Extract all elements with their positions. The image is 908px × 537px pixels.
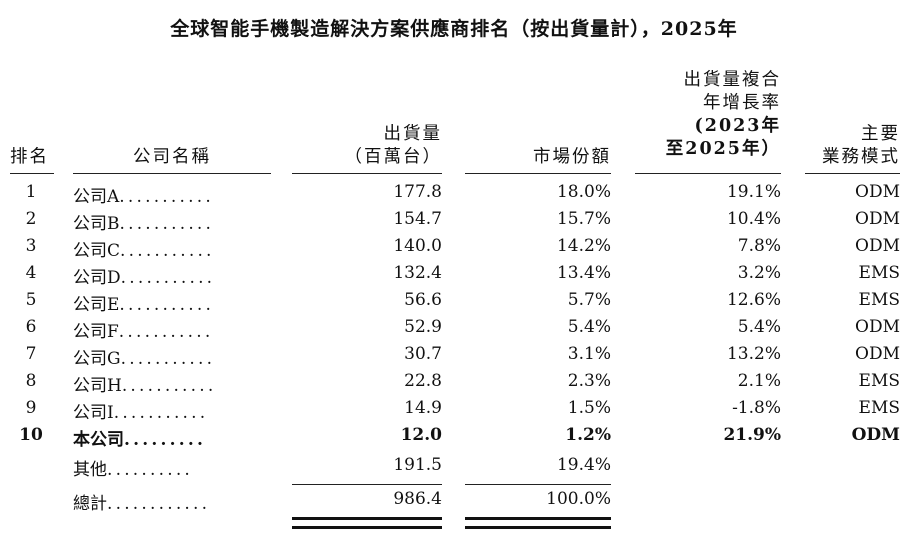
- rank-cell: 9: [25, 398, 37, 418]
- table-row-our-company: 10 本公司......... 12.0 1.2% 21.9% ODM: [0, 423, 908, 450]
- shipments-cell: 52.9: [404, 317, 442, 337]
- others-label: 其他..........: [73, 460, 194, 480]
- table-row: 4 公司D........... 132.4 13.4% 3.2% EMS: [0, 261, 908, 288]
- table-row: 8 公司H........... 22.8 2.3% 2.1% EMS: [0, 369, 908, 396]
- header-company: 公司名稱: [133, 147, 211, 167]
- header-rule-cagr: [635, 173, 781, 174]
- total-label: 總計............: [73, 494, 211, 514]
- business-model-cell: ODM: [855, 209, 900, 229]
- cagr-cell: 10.4%: [726, 209, 781, 229]
- business-model-cell: EMS: [858, 263, 900, 283]
- company-name-cell: 本公司.........: [73, 430, 207, 450]
- market-share-cell: 15.7%: [556, 209, 611, 229]
- cagr-cell: 13.2%: [726, 344, 781, 364]
- header-shipments: 出貨量 （百萬台）: [344, 124, 442, 167]
- shipments-cell: 140.0: [393, 236, 442, 256]
- others-share: 19.4%: [556, 455, 611, 475]
- cagr-cell: 19.1%: [726, 182, 781, 202]
- header-business-model: 主要 業務模式: [822, 124, 900, 167]
- market-share-cell: 5.4%: [567, 317, 611, 337]
- rank-cell: 7: [25, 344, 37, 364]
- header-rule-company: [73, 173, 271, 174]
- cagr-cell: 21.9%: [723, 425, 781, 445]
- table-row-total: 總計............ 986.4 100.0%: [0, 487, 908, 514]
- market-share-cell: 13.4%: [556, 263, 611, 283]
- total-rule-share: [465, 484, 611, 485]
- market-share-cell: 1.5%: [567, 398, 611, 418]
- market-share-cell: 3.1%: [567, 344, 611, 364]
- market-share-cell: 14.2%: [556, 236, 611, 256]
- shipments-cell: 12.0: [400, 425, 442, 445]
- business-model-cell: EMS: [858, 371, 900, 391]
- rank-cell: 5: [25, 290, 37, 310]
- shipments-cell: 132.4: [393, 263, 442, 283]
- cagr-cell: 3.2%: [737, 263, 781, 283]
- business-model-cell: ODM: [851, 425, 900, 445]
- cagr-cell: -1.8%: [732, 398, 781, 418]
- rank-cell: 1: [25, 182, 37, 202]
- rank-cell: 10: [19, 425, 43, 445]
- market-share-cell: 1.2%: [565, 425, 611, 445]
- shipments-cell: 177.8: [393, 182, 442, 202]
- rank-cell: 3: [25, 236, 37, 256]
- business-model-cell: ODM: [855, 344, 900, 364]
- table-row: 7 公司G........... 30.7 3.1% 13.2% ODM: [0, 342, 908, 369]
- business-model-cell: ODM: [855, 236, 900, 256]
- table-title: 全球智能手機製造解決方案供應商排名（按出貨量計），2025年: [170, 18, 738, 40]
- market-share-cell: 5.7%: [567, 290, 611, 310]
- company-name-cell: 公司B...........: [73, 214, 215, 234]
- rank-cell: 8: [25, 371, 37, 391]
- company-name-cell: 公司A...........: [73, 187, 214, 207]
- company-name-cell: 公司G...........: [73, 349, 216, 369]
- header-rule-rank: [10, 173, 54, 174]
- cagr-cell: 5.4%: [737, 317, 781, 337]
- rank-cell: 2: [25, 209, 37, 229]
- company-name-cell: 公司E...........: [73, 295, 215, 315]
- business-model-cell: EMS: [858, 290, 900, 310]
- company-name-cell: 公司H...........: [73, 376, 217, 396]
- shipments-cell: 30.7: [404, 344, 442, 364]
- double-rule-shipments: [292, 517, 442, 529]
- table-row: 2 公司B........... 154.7 15.7% 10.4% ODM: [0, 207, 908, 234]
- table-row: 9 公司I........... 14.9 1.5% -1.8% EMS: [0, 396, 908, 423]
- shipments-cell: 56.6: [404, 290, 442, 310]
- table-row: 6 公司F........... 52.9 5.4% 5.4% ODM: [0, 315, 908, 342]
- shipments-cell: 22.8: [404, 371, 442, 391]
- cagr-cell: 7.8%: [737, 236, 781, 256]
- cagr-cell: 12.6%: [726, 290, 781, 310]
- business-model-cell: EMS: [858, 398, 900, 418]
- others-shipments: 191.5: [393, 455, 442, 475]
- market-share-cell: 2.3%: [567, 371, 611, 391]
- shipments-cell: 154.7: [393, 209, 442, 229]
- table-row: 3 公司C........... 140.0 14.2% 7.8% ODM: [0, 234, 908, 261]
- shipments-cell: 14.9: [404, 398, 442, 418]
- total-rule-shipments: [292, 484, 442, 485]
- business-model-cell: ODM: [855, 317, 900, 337]
- table-row: 5 公司E........... 56.6 5.7% 12.6% EMS: [0, 288, 908, 315]
- header-rule-share: [465, 173, 611, 174]
- business-model-cell: ODM: [855, 182, 900, 202]
- rank-cell: 4: [25, 263, 37, 283]
- market-share-cell: 18.0%: [556, 182, 611, 202]
- company-name-cell: 公司C...........: [73, 241, 215, 261]
- double-rule-share: [465, 517, 611, 529]
- rank-cell: 6: [25, 317, 37, 337]
- header-rule-shipments: [292, 173, 442, 174]
- header-cagr: 出貨量複合 年增長率 (2023年 至2025年）: [665, 70, 781, 159]
- company-name-cell: 公司F...........: [73, 322, 214, 342]
- total-share: 100.0%: [546, 489, 611, 509]
- header-market-share: 市場份額: [533, 147, 611, 167]
- table-row-others: 其他.......... 191.5 19.4%: [0, 453, 908, 480]
- company-name-cell: 公司I...........: [73, 403, 209, 423]
- company-name-cell: 公司D...........: [73, 268, 216, 288]
- total-shipments: 986.4: [393, 489, 442, 509]
- header-rank: 排名: [10, 147, 49, 167]
- cagr-cell: 2.1%: [737, 371, 781, 391]
- table-row: 1 公司A........... 177.8 18.0% 19.1% ODM: [0, 180, 908, 207]
- header-rule-model: [805, 173, 900, 174]
